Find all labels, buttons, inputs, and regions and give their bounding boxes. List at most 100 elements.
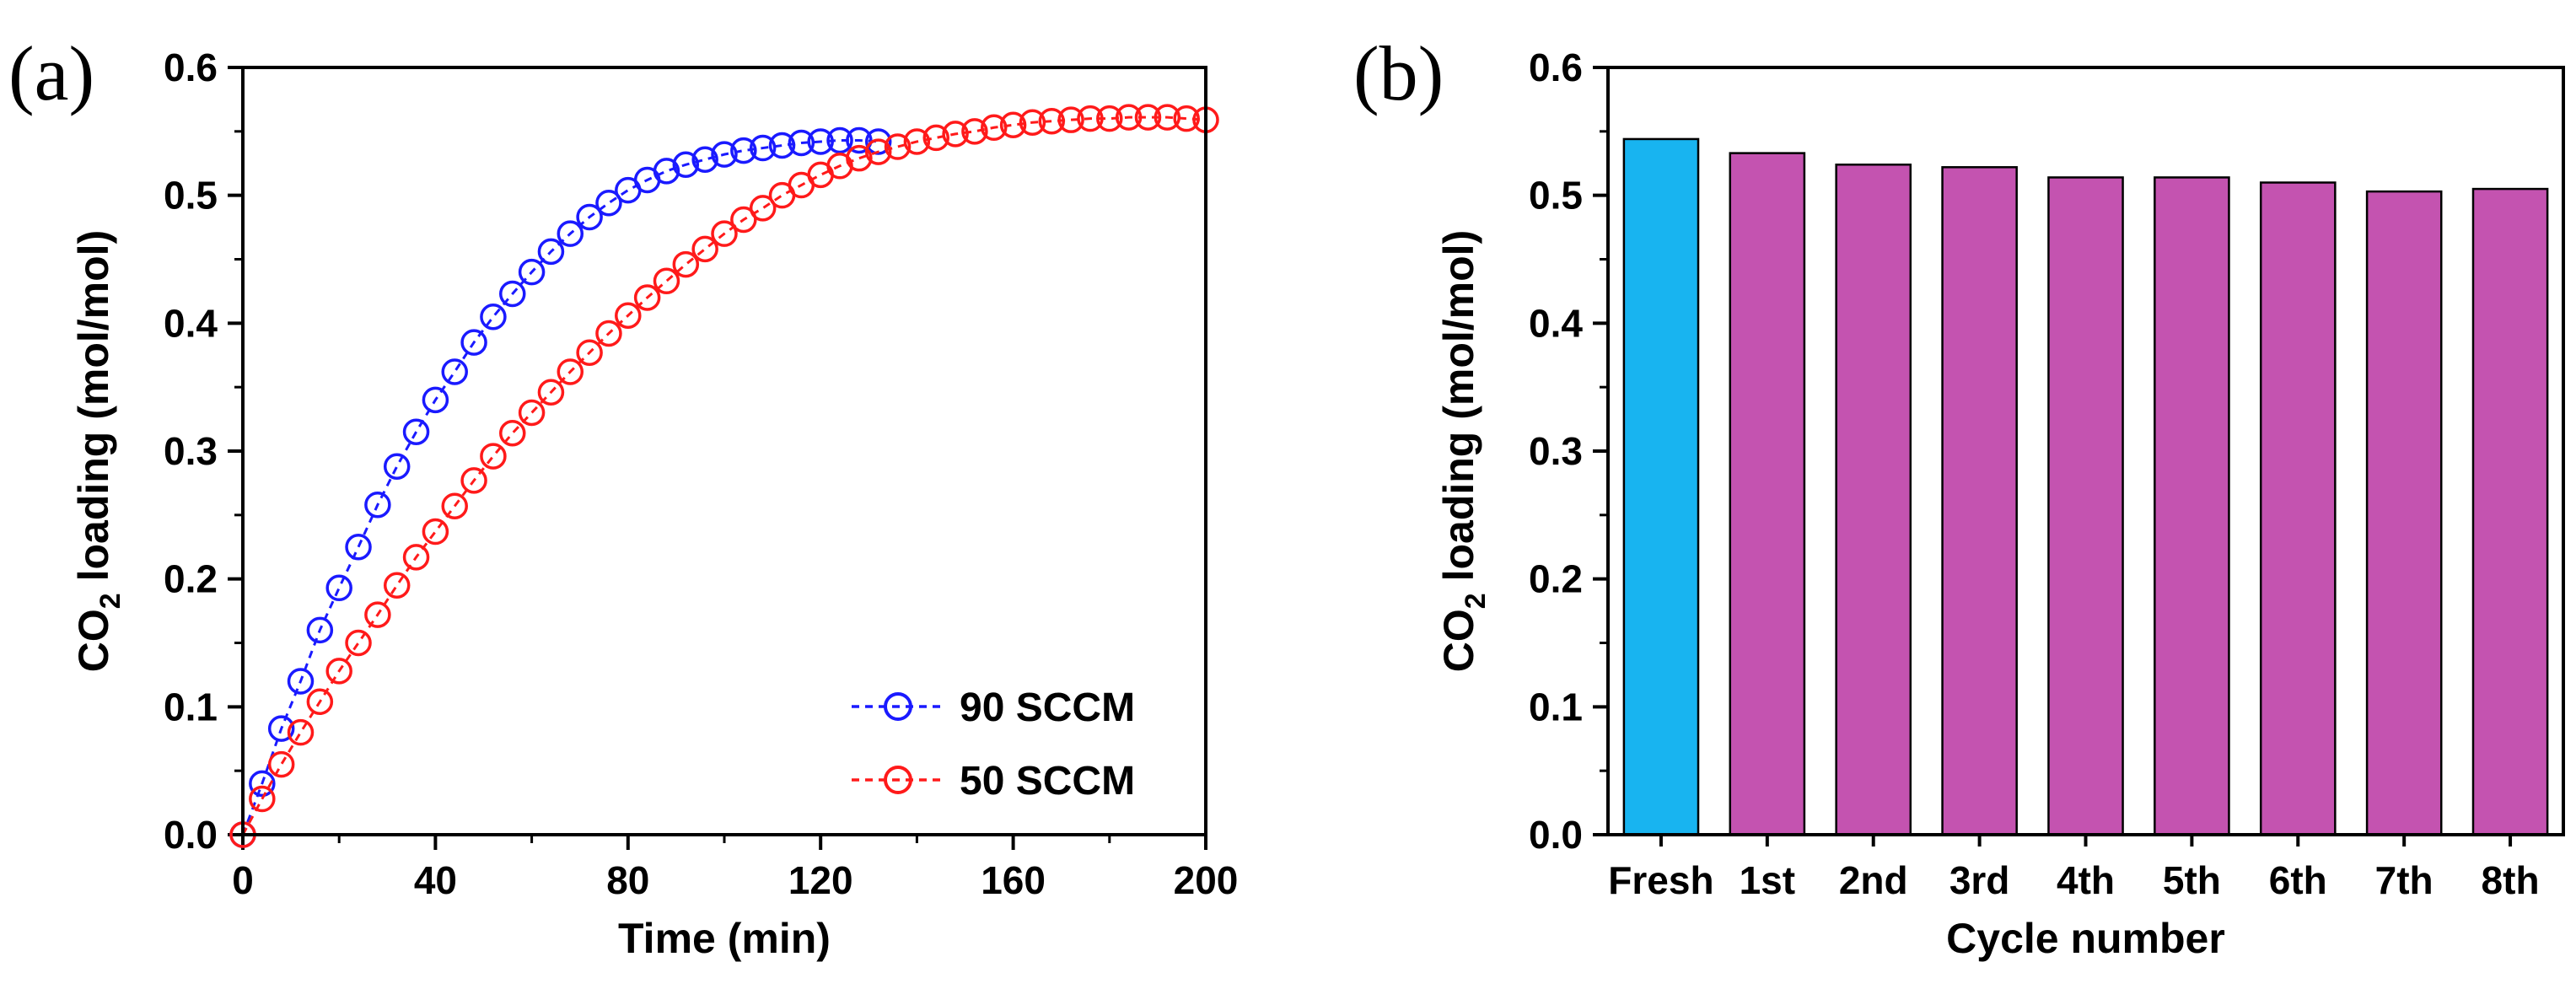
data-point xyxy=(460,329,487,356)
data-point xyxy=(864,128,892,155)
y-tick-label: 0.0 xyxy=(1529,813,1583,857)
data-point xyxy=(922,124,949,152)
panel-a-x-tick-labels: 0 40 80 120 160 200 xyxy=(232,858,1238,902)
bar-3rd xyxy=(1941,166,2018,836)
data-point xyxy=(402,544,430,571)
data-point xyxy=(1057,106,1084,133)
data-point xyxy=(287,718,315,746)
panel-b-bars xyxy=(1622,137,2549,836)
data-point xyxy=(1173,105,1200,132)
panel-b-y-title-subscript: 2 xyxy=(1460,593,1492,609)
legend-entry-50-sccm: 50 SCCM xyxy=(852,759,1135,804)
data-point xyxy=(1038,107,1066,135)
legend-90-sccm-marker xyxy=(884,692,912,721)
data-point xyxy=(1096,105,1123,132)
bar-4th xyxy=(2047,176,2124,836)
data-point xyxy=(306,688,334,716)
data-point xyxy=(595,190,622,217)
x-tick-label: Fresh xyxy=(1608,858,1713,902)
legend-50-sccm-marker xyxy=(884,766,912,794)
data-point xyxy=(441,492,468,519)
bar-5th xyxy=(2154,176,2230,836)
data-point xyxy=(653,267,680,295)
panel-b-x-axis-title: Cycle number xyxy=(1946,915,2225,962)
data-point xyxy=(480,443,507,470)
data-point xyxy=(267,750,295,778)
y-tick-label: 0.0 xyxy=(164,813,218,857)
data-point xyxy=(287,668,315,695)
data-point xyxy=(364,491,391,519)
data-point xyxy=(846,144,873,172)
data-point xyxy=(267,715,295,742)
panel-b-cycle-bars: (b) 0.0 0.1 0.2 0.3 0.4 0.5 0.6 Fresh 1st 2nd 3rd… xyxy=(1353,30,2565,962)
data-point xyxy=(730,137,757,164)
data-point xyxy=(672,151,700,179)
y-tick-label: 0.5 xyxy=(1529,174,1583,218)
panel-b-y-title-prefix: CO xyxy=(1435,609,1482,672)
data-point xyxy=(981,114,1008,142)
data-point xyxy=(884,133,912,160)
data-point xyxy=(576,203,603,231)
data-point xyxy=(691,235,718,263)
data-point xyxy=(576,339,603,366)
data-point xyxy=(691,146,718,173)
panel-a-time-series: (a) 0.0 0.1 0.2 0.3 0.4 0.5 0.6 0 40 80 120 160 200… xyxy=(8,30,1238,962)
data-point xyxy=(518,258,546,286)
x-tick-label: 6th xyxy=(2269,858,2327,902)
data-point xyxy=(537,238,565,266)
data-point xyxy=(730,206,757,234)
data-point xyxy=(557,220,584,247)
data-point xyxy=(1115,104,1143,131)
panel-a-series xyxy=(229,104,1219,848)
x-tick-label: 7th xyxy=(2375,858,2433,902)
panel-b-y-tick-labels: 0.0 0.1 0.2 0.3 0.4 0.5 0.6 xyxy=(1529,46,1583,857)
data-point xyxy=(422,518,449,546)
bar-8th xyxy=(2471,187,2549,836)
y-tick-label: 0.2 xyxy=(1529,557,1583,601)
bar-6th xyxy=(2259,181,2337,836)
data-point xyxy=(1019,109,1046,136)
data-point xyxy=(480,304,507,331)
x-tick-label: 1st xyxy=(1740,858,1795,902)
data-point xyxy=(864,138,892,165)
legend-90-sccm-label: 90 SCCM xyxy=(960,685,1135,730)
data-point xyxy=(633,284,661,311)
data-point xyxy=(826,126,853,154)
data-point xyxy=(711,141,738,168)
data-point xyxy=(345,534,372,561)
panel-b-x-tick-labels: Fresh 1st 2nd 3rd 4th 5th 6th 7th 8th xyxy=(1608,858,2539,902)
data-point xyxy=(749,195,777,222)
data-point xyxy=(653,158,680,185)
data-point xyxy=(518,399,546,427)
data-point xyxy=(422,386,449,414)
y-tick-label: 0.4 xyxy=(164,301,218,345)
series-90-sccm xyxy=(229,126,892,848)
x-tick-label: 5th xyxy=(2163,858,2221,902)
y-tick-label: 0.1 xyxy=(164,685,218,728)
panel-b-y-title-suffix: loading (mol/mol) xyxy=(1435,230,1482,594)
y-tick-label: 0.3 xyxy=(1529,429,1583,473)
data-point xyxy=(1154,104,1181,131)
panel-a-y-axis-title: CO2 loading (mol/mol) xyxy=(70,230,126,672)
data-point xyxy=(383,572,411,599)
y-tick-label: 0.6 xyxy=(1529,46,1583,89)
panel-b-plot-frame xyxy=(1606,66,2565,836)
data-point xyxy=(846,126,873,154)
panel-b-label: (b) xyxy=(1353,30,1444,116)
data-point xyxy=(903,128,931,155)
panel-a-y-tick-labels: 0.0 0.1 0.2 0.3 0.4 0.5 0.6 xyxy=(164,46,218,857)
panel-a-plot-frame xyxy=(241,66,1207,836)
data-point xyxy=(557,358,584,385)
data-point xyxy=(249,770,276,798)
data-point xyxy=(499,280,526,308)
panel-a-y-title-suffix: loading (mol/mol) xyxy=(70,230,117,594)
data-point xyxy=(1077,105,1104,132)
data-point xyxy=(942,121,969,148)
data-point xyxy=(749,134,777,162)
data-point xyxy=(460,467,487,494)
panel-a-ticks xyxy=(228,66,1207,850)
data-point xyxy=(1134,104,1162,131)
data-point xyxy=(364,601,391,628)
x-tick-label: 0 xyxy=(232,858,254,902)
